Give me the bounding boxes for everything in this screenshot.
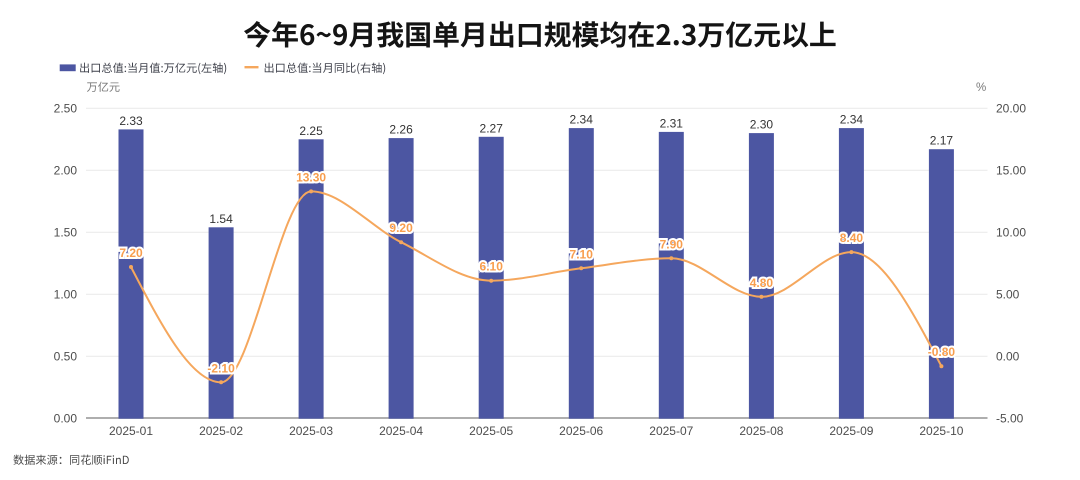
svg-text:10.00: 10.00 xyxy=(996,225,1026,239)
svg-text:7.10: 7.10 xyxy=(570,247,594,261)
svg-text:2.27: 2.27 xyxy=(480,121,504,135)
svg-text:-0.80: -0.80 xyxy=(928,345,956,359)
svg-text:0.50: 0.50 xyxy=(54,349,78,363)
svg-text:2.31: 2.31 xyxy=(660,116,684,130)
svg-text:-2.10: -2.10 xyxy=(207,361,235,375)
svg-text:-0.80: -0.80 xyxy=(928,345,956,359)
svg-text:2.00: 2.00 xyxy=(54,163,78,177)
svg-text:7.90: 7.90 xyxy=(660,237,684,251)
svg-text:7.20: 7.20 xyxy=(119,246,143,260)
svg-text:2025-03: 2025-03 xyxy=(289,424,333,438)
svg-text:13.30: 13.30 xyxy=(296,170,326,184)
svg-text:4.80: 4.80 xyxy=(750,276,774,290)
svg-text:1.00: 1.00 xyxy=(54,287,78,301)
svg-text:2.50: 2.50 xyxy=(54,101,78,115)
svg-text:15.00: 15.00 xyxy=(996,163,1026,177)
svg-text:0.00: 0.00 xyxy=(54,411,78,425)
svg-text:6.10: 6.10 xyxy=(480,260,504,274)
svg-text:8.40: 8.40 xyxy=(840,231,864,245)
svg-text:9.20: 9.20 xyxy=(389,221,413,235)
svg-text:8.40: 8.40 xyxy=(840,231,864,245)
svg-text:2.26: 2.26 xyxy=(389,123,413,137)
svg-text:7.10: 7.10 xyxy=(570,247,594,261)
svg-text:0.00: 0.00 xyxy=(996,349,1020,363)
svg-text:7.20: 7.20 xyxy=(119,246,143,260)
svg-text:2.25: 2.25 xyxy=(299,124,323,138)
svg-text:6.10: 6.10 xyxy=(480,260,504,274)
svg-text:-5.00: -5.00 xyxy=(996,411,1024,425)
svg-text:2.34: 2.34 xyxy=(840,113,864,127)
svg-text:4.80: 4.80 xyxy=(750,276,774,290)
svg-text:2025-08: 2025-08 xyxy=(739,424,783,438)
svg-text:2025-09: 2025-09 xyxy=(829,424,873,438)
svg-text:2025-02: 2025-02 xyxy=(199,424,243,438)
svg-text:1.50: 1.50 xyxy=(54,225,78,239)
svg-text:2.17: 2.17 xyxy=(930,134,954,148)
svg-text:7.90: 7.90 xyxy=(660,237,684,251)
svg-text:2.33: 2.33 xyxy=(119,114,143,128)
svg-text:2025-01: 2025-01 xyxy=(109,424,153,438)
svg-text:2025-10: 2025-10 xyxy=(919,424,963,438)
svg-text:-2.10: -2.10 xyxy=(207,361,235,375)
svg-text:1.54: 1.54 xyxy=(209,212,233,226)
svg-text:2025-07: 2025-07 xyxy=(649,424,693,438)
svg-text:9.20: 9.20 xyxy=(389,221,413,235)
svg-text:2025-06: 2025-06 xyxy=(559,424,603,438)
svg-text:2025-04: 2025-04 xyxy=(379,424,423,438)
svg-text:13.30: 13.30 xyxy=(296,170,326,184)
svg-text:2025-05: 2025-05 xyxy=(469,424,513,438)
svg-text:%: % xyxy=(976,82,986,94)
svg-text:2.34: 2.34 xyxy=(570,113,594,127)
svg-text:5.00: 5.00 xyxy=(996,287,1020,301)
svg-text:20.00: 20.00 xyxy=(996,101,1026,115)
svg-text:2.30: 2.30 xyxy=(750,118,774,132)
